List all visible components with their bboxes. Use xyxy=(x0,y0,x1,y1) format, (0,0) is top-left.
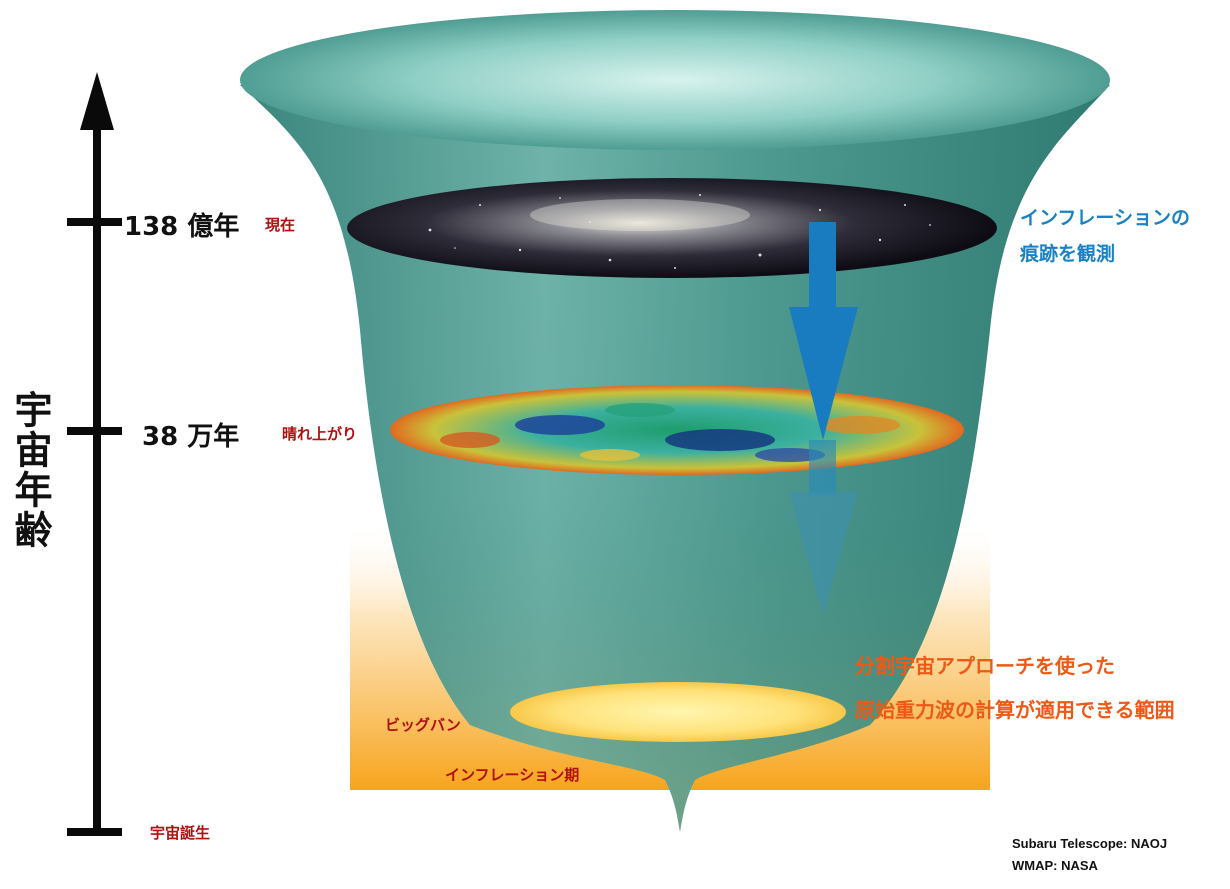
range-note: 分割宇宙アプローチを使った 原始重力波の計算が適用できる範囲 xyxy=(855,644,1175,732)
tick-origin xyxy=(67,828,122,836)
tick-recombination xyxy=(67,427,122,435)
tick-label-present: 138 億年 xyxy=(124,212,240,242)
note-recombination: 晴れ上がり xyxy=(282,425,358,443)
big-bang-disk xyxy=(510,682,846,742)
galaxy-stars xyxy=(428,194,931,269)
observe-note-line1: インフレーションの xyxy=(1020,207,1191,229)
note-origin: 宇宙誕生 xyxy=(150,824,211,842)
cmb-fluctuations xyxy=(440,403,900,462)
big-bang-label: ビッグバン xyxy=(385,716,461,734)
inflation-era-label: インフレーション期 xyxy=(445,766,580,784)
observe-note-line2: 痕跡を観測 xyxy=(1020,243,1116,265)
tick-label-recombination: 38 万年 xyxy=(142,422,240,452)
credit-subaru: Subaru Telescope: NAOJ xyxy=(1012,836,1168,851)
tick-present xyxy=(67,218,122,226)
funnel-top-rim xyxy=(240,10,1110,150)
observe-note: インフレーションの 痕跡を観測 xyxy=(1020,200,1190,272)
note-present: 現在 xyxy=(265,216,296,234)
galaxy-core-glow xyxy=(530,199,750,231)
time-axis xyxy=(67,72,122,836)
range-note-line2: 原始重力波の計算が適用できる範囲 xyxy=(855,698,1175,722)
range-note-line1: 分割宇宙アプローチを使った xyxy=(855,654,1115,678)
observation-arrow xyxy=(789,222,858,615)
credit-wmap: WMAP: NASA xyxy=(1012,858,1098,873)
axis-title: 宇宙年齢 xyxy=(8,390,52,550)
